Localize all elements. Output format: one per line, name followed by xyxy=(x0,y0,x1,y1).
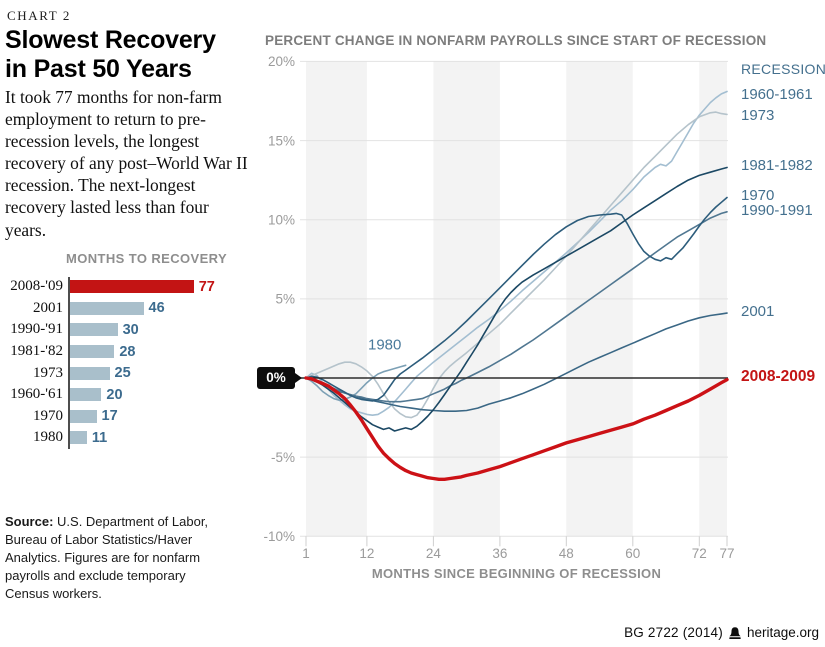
series-line-1980 xyxy=(305,364,407,401)
page-title: Slowest Recovery in Past 50 Years xyxy=(5,26,216,84)
bar xyxy=(69,431,87,445)
footer: BG 2722 (2014) heritage.org xyxy=(624,625,819,640)
legend-label-2001: 2001 xyxy=(741,303,775,320)
bar xyxy=(69,280,194,294)
x-tick-label: 72 xyxy=(692,546,707,561)
inline-label-1980: 1980 xyxy=(368,337,401,354)
bar-row-1973: 1973 25 xyxy=(5,362,215,384)
source-label: Source: xyxy=(5,514,54,529)
series-line-1960-1961 xyxy=(305,90,728,416)
x-tick-label: 48 xyxy=(559,546,574,561)
bar-row-label: 1970 xyxy=(33,407,63,424)
bar-row-label: 1981-'82 xyxy=(10,343,63,360)
legend-label-1973: 1973 xyxy=(741,107,775,124)
source-note: Source: U.S. Department of Labor, Bureau… xyxy=(5,513,210,603)
footer-site-link[interactable]: heritage.org xyxy=(746,625,819,640)
x-tick-label: 24 xyxy=(426,546,442,561)
legend-label-2008-2009: 2008-2009 xyxy=(741,368,816,385)
bar xyxy=(69,366,110,380)
bar-chart-axis-line xyxy=(68,277,70,449)
bar-row-label: 1990-'91 xyxy=(10,321,63,338)
bar-row-label: 1980 xyxy=(33,429,63,446)
zero-percent-tag: 0% xyxy=(257,367,302,389)
x-tick-label: 36 xyxy=(492,546,507,561)
months-to-recovery-bar-chart: 2008-'09 77 2001 46 1990-'91 30 1981-'82 28 1973… xyxy=(5,276,215,449)
bar-row-label: 2001 xyxy=(33,299,63,316)
y-tick-label: 20% xyxy=(268,54,295,69)
bar xyxy=(69,323,118,337)
bar-value: 25 xyxy=(114,365,131,382)
y-tick-label: 5% xyxy=(275,292,295,307)
x-tick-label: 1 xyxy=(302,546,310,561)
bar-value: 20 xyxy=(106,386,123,403)
liberty-bell-icon xyxy=(728,626,742,640)
y-tick-label: 15% xyxy=(268,133,295,148)
bar xyxy=(69,345,115,359)
bar-row-1980: 1980 11 xyxy=(5,427,215,449)
bar-row-label: 1973 xyxy=(33,364,63,381)
y-tick-label: -5% xyxy=(271,450,295,465)
y-tick-label: -10% xyxy=(263,529,295,544)
legend-title: RECESSION: xyxy=(741,61,825,77)
bar-value: 77 xyxy=(198,278,215,295)
bar-value: 28 xyxy=(119,343,136,360)
bar-row-1970: 1970 17 xyxy=(5,406,215,428)
series-line-1970 xyxy=(305,196,728,402)
x-tick-label: 60 xyxy=(625,546,640,561)
series-line-2008-2009 xyxy=(304,376,729,481)
bar-row-1990-'91: 1990-'91 30 xyxy=(5,319,215,341)
series-line-2001 xyxy=(305,312,728,412)
legend-label-1970: 1970 xyxy=(741,187,775,204)
legend-label-1960-1961: 1960-1961 xyxy=(741,86,813,103)
bar-row-1981-'82: 1981-'82 28 xyxy=(5,341,215,363)
bar xyxy=(69,388,102,402)
intro-paragraph: It took 77 months for non-farm employmen… xyxy=(5,87,248,240)
bar xyxy=(69,409,97,423)
x-tick-label: 12 xyxy=(359,546,374,561)
bar-value: 17 xyxy=(101,408,118,425)
series-line-1990-1991 xyxy=(305,211,728,403)
footer-report-id: BG 2722 (2014) xyxy=(624,625,723,640)
series-line-1973 xyxy=(305,111,728,419)
bar-row-label: 1960-'61 xyxy=(10,386,63,403)
source-text: U.S. Department of Labor, Bureau of Labo… xyxy=(5,514,209,601)
bar-row-1960-'61: 1960-'61 20 xyxy=(5,384,215,406)
page-title-line2: in Past 50 Years xyxy=(5,55,192,83)
x-axis-title: MONTHS SINCE BEGINNING OF RECESSION xyxy=(371,566,662,581)
bar-value: 46 xyxy=(148,300,165,317)
legend-label-1990-1991: 1990-1991 xyxy=(741,202,813,219)
bar-value: 11 xyxy=(91,429,108,446)
bar-chart-title: MONTHS TO RECOVERY xyxy=(66,251,228,266)
bar xyxy=(69,301,144,315)
bar-row-label: 2008-'09 xyxy=(10,278,63,295)
bar-value: 30 xyxy=(122,321,139,338)
x-tick-label: 77 xyxy=(719,546,734,561)
bar-row-2001: 2001 46 xyxy=(5,298,215,320)
line-chart-title: PERCENT CHANGE IN NONFARM PAYROLLS SINCE… xyxy=(265,33,767,48)
page-title-line1: Slowest Recovery xyxy=(5,26,216,54)
legend-label-1981-1982: 1981-1982 xyxy=(741,157,813,174)
bar-row-2008-'09: 2008-'09 77 xyxy=(5,276,215,298)
chart-kicker: CHART 2 xyxy=(7,8,71,23)
y-tick-label: 10% xyxy=(268,212,295,227)
